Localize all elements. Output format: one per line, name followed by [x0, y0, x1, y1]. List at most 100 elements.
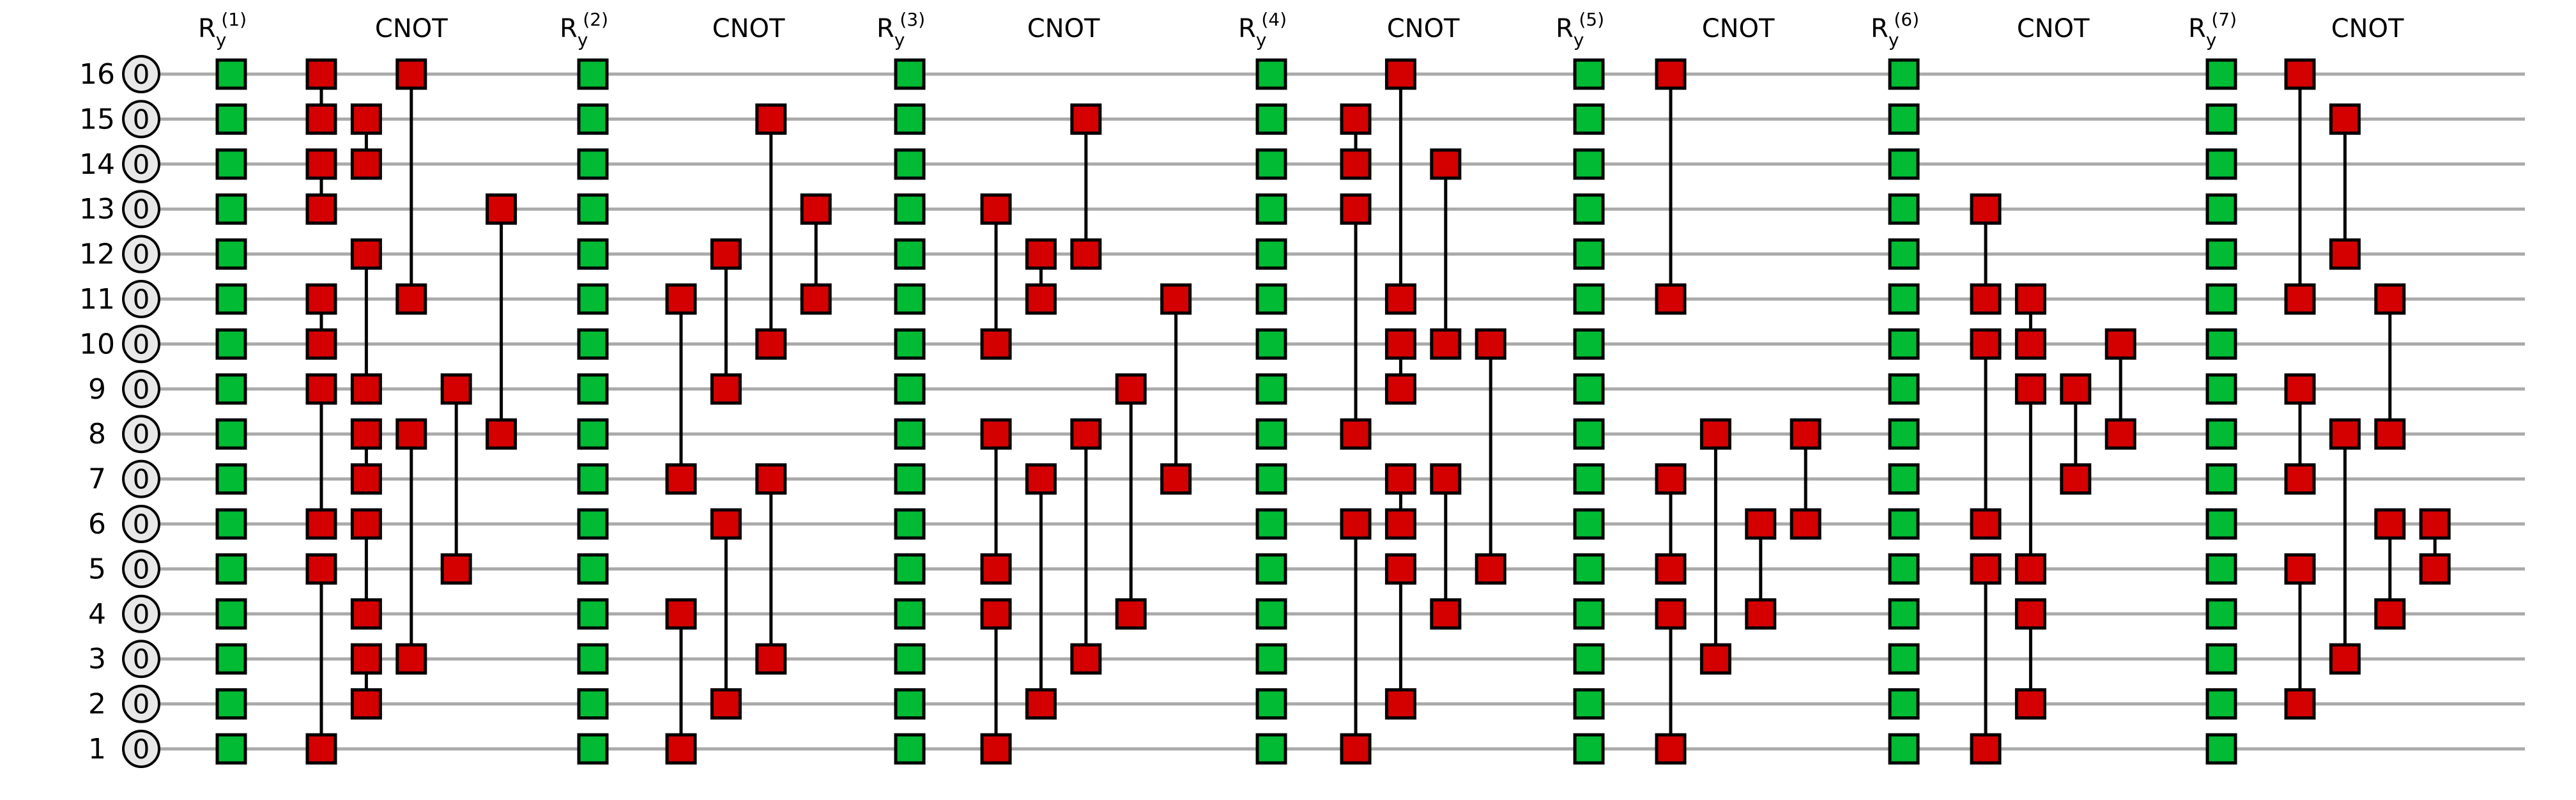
ry-gate [1573, 553, 1605, 585]
initial-state-ket: 0 [133, 553, 150, 585]
ry-gate [894, 238, 926, 270]
ry-gate [577, 508, 609, 540]
cnot-gate [2014, 688, 2046, 720]
initial-state-ket: 0 [133, 464, 150, 495]
cnot-gate [1340, 418, 1372, 450]
cnot-gate [305, 283, 337, 315]
ry-gate [894, 508, 926, 540]
ry-gate [1255, 688, 1287, 720]
initial-state-ket: 0 [133, 643, 150, 675]
cnot-gate [2014, 598, 2046, 630]
cnot-gate [395, 418, 427, 450]
cnot-gate [1970, 508, 2002, 540]
cnot-gate [1340, 733, 1372, 765]
cnot-gate [1970, 328, 2002, 360]
ry-gate [1888, 373, 1920, 405]
cnot-gate [1745, 508, 1777, 540]
ry-subscript: y [578, 29, 588, 50]
initial-state-ket: 0 [133, 59, 150, 90]
cnot-gate [305, 508, 337, 540]
initial-state-ket: 0 [133, 328, 150, 360]
ry-symbol: R [198, 14, 216, 43]
ry-superscript: (1) [221, 9, 247, 30]
ry-symbol: R [1871, 14, 1889, 43]
cnot-gate [2014, 328, 2046, 360]
cnot-gate [2329, 238, 2361, 270]
ry-gate [1888, 463, 1920, 495]
cnot-gate [1115, 373, 1147, 405]
cnot-gate [1430, 463, 1462, 495]
cnot-gate [1340, 148, 1372, 180]
ry-gate [215, 103, 247, 135]
cnot-gate [395, 643, 427, 675]
cnot-gate [2014, 283, 2046, 315]
ry-gate [1573, 463, 1605, 495]
gates [215, 58, 2451, 765]
cnot-gate [2284, 463, 2316, 495]
initial-state-ket: 0 [133, 419, 150, 450]
ry-gate [1573, 733, 1605, 765]
ry-gate [1573, 103, 1605, 135]
cnot-gate [440, 373, 472, 405]
ry-gate [1573, 643, 1605, 675]
ry-gate [1573, 283, 1605, 315]
cnot-gate [2374, 508, 2406, 540]
initial-state-ket: 0 [133, 239, 150, 270]
cnot-gate [755, 103, 787, 135]
ry-gate [1888, 328, 1920, 360]
ry-gate [1573, 238, 1605, 270]
layer-headers: Ry(1) CNOT Ry(2) CNOT Ry(3) CNOT Ry(4) CNOT Ry(5… [198, 9, 2404, 50]
ry-gate [1255, 508, 1287, 540]
ry-gate [215, 508, 247, 540]
cnot-gate [305, 328, 337, 360]
cnot-gate [1384, 688, 1416, 720]
qubit-label: 15 [79, 103, 115, 135]
cnot-gate [1384, 508, 1416, 540]
cnot-gate [440, 553, 472, 585]
ry-gate [577, 373, 609, 405]
cnot-gate [1384, 328, 1416, 360]
ry-gate [215, 283, 247, 315]
initial-state-ket: 0 [133, 284, 150, 315]
cnot-gate [350, 103, 382, 135]
cnot-gate [1025, 463, 1057, 495]
ry-gate [1573, 328, 1605, 360]
initial-state-circle [122, 505, 160, 543]
qubit-label: 14 [79, 148, 115, 181]
initial-state-circle [122, 550, 160, 588]
cnot-gate [800, 283, 832, 315]
cnot-gate [350, 238, 382, 270]
cnot-gate [2329, 103, 2361, 135]
cnot-gate [305, 733, 337, 765]
qubit-label: 8 [88, 418, 106, 450]
ry-gate [577, 148, 609, 180]
cnot-gate [1790, 508, 1821, 540]
cnot-gate [2419, 508, 2451, 540]
cnot-gate [1160, 283, 1192, 315]
ry-subscript: y [1256, 29, 1267, 50]
ry-gate [2205, 598, 2237, 630]
ry-gate [894, 148, 926, 180]
ry-gate [894, 193, 926, 225]
qubit-label: 5 [88, 553, 106, 585]
cnot-gate [755, 328, 787, 360]
cnot-gate [2014, 553, 2046, 585]
ry-gate [1573, 508, 1605, 540]
cnot-gate [1655, 598, 1687, 630]
ry-gate [2205, 283, 2237, 315]
ry-gate [894, 373, 926, 405]
cnot-gate [1384, 58, 1416, 90]
cnot-gate [1384, 463, 1416, 495]
cnot-gate [1745, 598, 1777, 630]
cnot-layer-label: CNOT [2017, 14, 2090, 43]
cnot-gate [710, 508, 742, 540]
cnot-gate [2014, 373, 2046, 405]
ry-gate [2205, 148, 2237, 180]
qubit-label: 2 [88, 688, 106, 721]
cnot-gate [1655, 463, 1687, 495]
ry-gate [215, 733, 247, 765]
cnot-gate [305, 373, 337, 405]
cnot-gate [350, 508, 382, 540]
cnot-gate [350, 373, 382, 405]
